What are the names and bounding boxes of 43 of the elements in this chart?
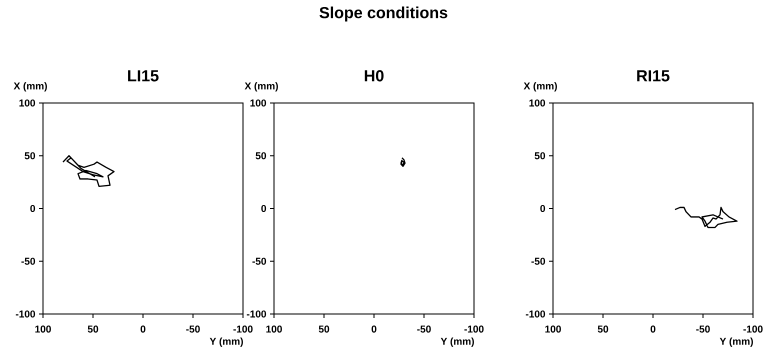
y-axis-title: X (mm)	[14, 82, 47, 92]
y-tick-label: -50	[531, 258, 546, 265]
x-tick-label: -100	[233, 326, 253, 333]
x-axis-title: Y (mm)	[440, 338, 474, 347]
y-tick-label: -100	[16, 310, 36, 318]
x-tick-label: -100	[464, 326, 484, 333]
y-axis-title: X (mm)	[244, 82, 278, 92]
y-tick-label: 0	[261, 204, 266, 212]
x-tick-label: 0	[140, 326, 146, 333]
y-tick-label: -100	[526, 310, 546, 318]
x-axis-title: Y (mm)	[720, 338, 753, 347]
line-series	[674, 206, 738, 228]
y-axis-title: X (mm)	[524, 82, 557, 92]
x-tick-label: 100	[545, 326, 561, 333]
y-tick-label: 50	[534, 152, 546, 160]
x-tick-label: -100	[743, 326, 763, 333]
x-tick-label: 0	[650, 326, 656, 333]
x-axis-title: Y (mm)	[210, 338, 243, 347]
x-tick-label: 50	[318, 326, 330, 333]
y-tick-label: 100	[19, 99, 36, 107]
y-tick-label: 50	[256, 152, 266, 160]
text: Slope conditions	[320, 6, 448, 22]
y-tick-label: -100	[246, 310, 266, 318]
y-tick-label: 100	[250, 99, 266, 107]
line-series	[62, 155, 115, 187]
y-tick-label: 0	[30, 204, 36, 212]
y-tick-label: 0	[540, 204, 546, 212]
x-tick-label: 100	[35, 326, 51, 333]
y-tick-label: -50	[252, 258, 266, 265]
chart-title: H0	[364, 70, 384, 82]
y-tick-label: 50	[24, 152, 36, 160]
chart-title: RI15	[637, 70, 670, 82]
x-tick-label: 50	[88, 326, 98, 333]
line-series	[400, 157, 406, 167]
x-tick-label: -50	[696, 326, 710, 333]
x-tick-label: -50	[417, 326, 431, 333]
x-tick-label: -50	[186, 326, 200, 333]
y-tick-label: -50	[21, 258, 36, 265]
chart-title: LI15	[128, 70, 159, 82]
y-tick-label: 100	[529, 99, 546, 107]
x-tick-label: 100	[266, 326, 282, 333]
x-tick-label: 0	[372, 326, 376, 333]
x-tick-label: 50	[598, 326, 608, 333]
